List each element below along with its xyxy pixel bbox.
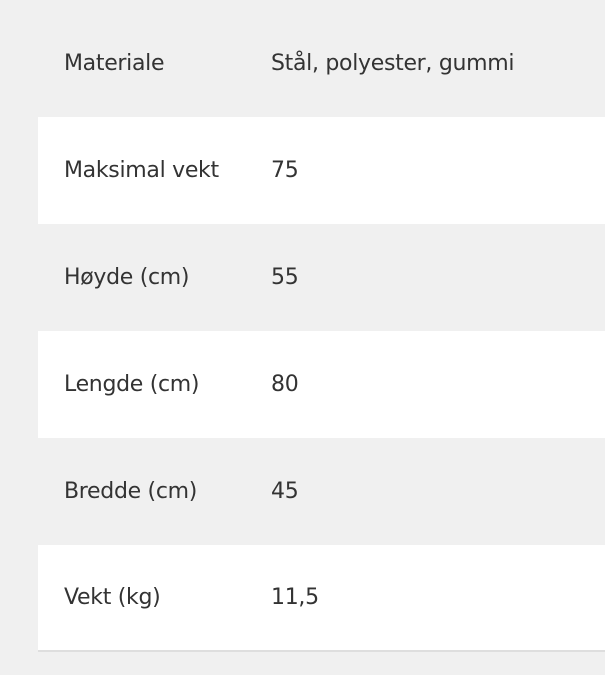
spec-label: Høyde (cm) [64,265,190,290]
spec-row-width: Bredde (cm) 45 [38,438,605,545]
spec-row-height: Høyde (cm) 55 [38,224,605,331]
spec-row-length: Lengde (cm) 80 [38,331,605,438]
spec-label: Materiale [64,51,165,76]
spec-label: Lengde (cm) [64,372,200,397]
spec-value: 11,5 [271,585,319,610]
spec-value: 75 [271,158,299,183]
spec-row-max-weight: Maksimal vekt 75 [38,117,605,224]
spec-value: 80 [271,372,299,397]
spec-value: Stål, polyester, gummi [271,51,515,76]
spec-row-weight: Vekt (kg) 11,5 [38,545,605,652]
spec-label: Maksimal vekt [64,158,219,183]
spec-value: 45 [271,479,299,504]
spec-label: Bredde (cm) [64,479,198,504]
spec-value: 55 [271,265,299,290]
spec-row-material: Materiale Stål, polyester, gummi [38,10,605,117]
spec-table: Materiale Stål, polyester, gummi Maksima… [38,10,605,652]
spec-label: Vekt (kg) [64,585,161,610]
